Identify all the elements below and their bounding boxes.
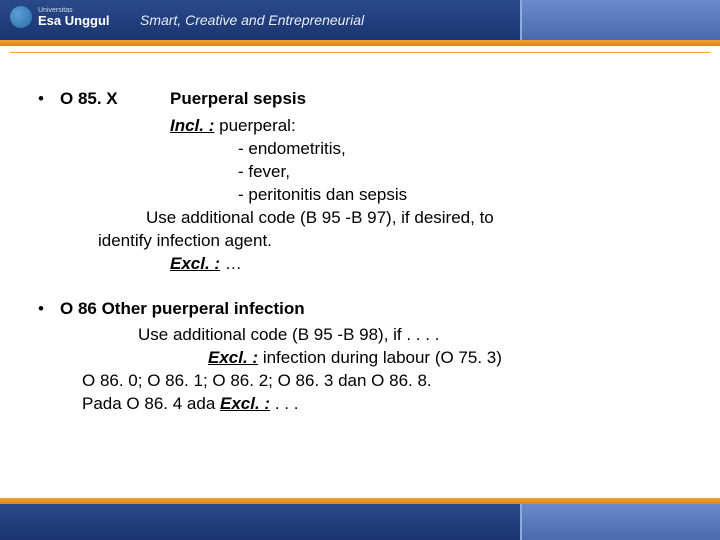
excl-after: … bbox=[220, 254, 242, 273]
footer-accent bbox=[520, 504, 720, 540]
logo-icon bbox=[10, 6, 32, 28]
use-line-2: identify infection agent. bbox=[38, 230, 682, 253]
bullet-dot: • bbox=[38, 298, 60, 321]
o86-codes: O 86. 0; O 86. 1; O 86. 2; O 86. 3 dan O… bbox=[38, 370, 682, 393]
excl-after-2: infection during labour (O 75. 3) bbox=[258, 348, 502, 367]
use-line-1: Use additional code (B 95 -B 97), if des… bbox=[38, 207, 682, 230]
slide-content: • O 85. X Puerperal sepsis Incl. : puerp… bbox=[0, 58, 720, 416]
incl-after: puerperal: bbox=[214, 116, 295, 135]
title-o86: O 86 Other puerperal infection bbox=[60, 298, 305, 321]
code-o85x: O 85. X bbox=[60, 88, 170, 111]
incl-row: Incl. : puerperal: bbox=[38, 115, 682, 138]
bullet-dot: • bbox=[38, 88, 60, 111]
tagline: Smart, Creative and Entrepreneurial bbox=[140, 12, 364, 28]
incl-item-3: - peritonitis dan sepsis bbox=[38, 184, 682, 207]
excl-label: Excl. : bbox=[170, 254, 220, 273]
incl-label: Incl. : bbox=[170, 116, 214, 135]
excl-label-2: Excl. : bbox=[208, 348, 258, 367]
section-2: • O 86 Other puerperal infection Use add… bbox=[38, 298, 682, 417]
slide-header: Universitas Esa Unggul Smart, Creative a… bbox=[0, 0, 720, 58]
header-accent bbox=[520, 0, 720, 40]
excl-label-3: Excl. : bbox=[220, 394, 270, 413]
title-sepsis: Puerperal sepsis bbox=[170, 88, 306, 111]
o86-use: Use additional code (B 95 -B 98), if . .… bbox=[38, 324, 682, 347]
o86-pada: Pada O 86. 4 ada Excl. : . . . bbox=[38, 393, 682, 416]
logo: Universitas Esa Unggul bbox=[10, 6, 110, 28]
o86-excl: Excl. : infection during labour (O 75. 3… bbox=[38, 347, 682, 370]
pada-pre: Pada O 86. 4 ada bbox=[82, 394, 220, 413]
incl-item-2: - fever, bbox=[38, 161, 682, 184]
excl-after-3: . . . bbox=[270, 394, 298, 413]
logo-big-text: Esa Unggul bbox=[38, 14, 110, 27]
thin-line bbox=[10, 52, 710, 53]
orange-bar bbox=[0, 40, 720, 46]
slide-footer bbox=[0, 496, 720, 540]
excl-row: Excl. : … bbox=[38, 253, 682, 276]
section-1: • O 85. X Puerperal sepsis bbox=[38, 88, 682, 111]
incl-item-1: - endometritis, bbox=[38, 138, 682, 161]
